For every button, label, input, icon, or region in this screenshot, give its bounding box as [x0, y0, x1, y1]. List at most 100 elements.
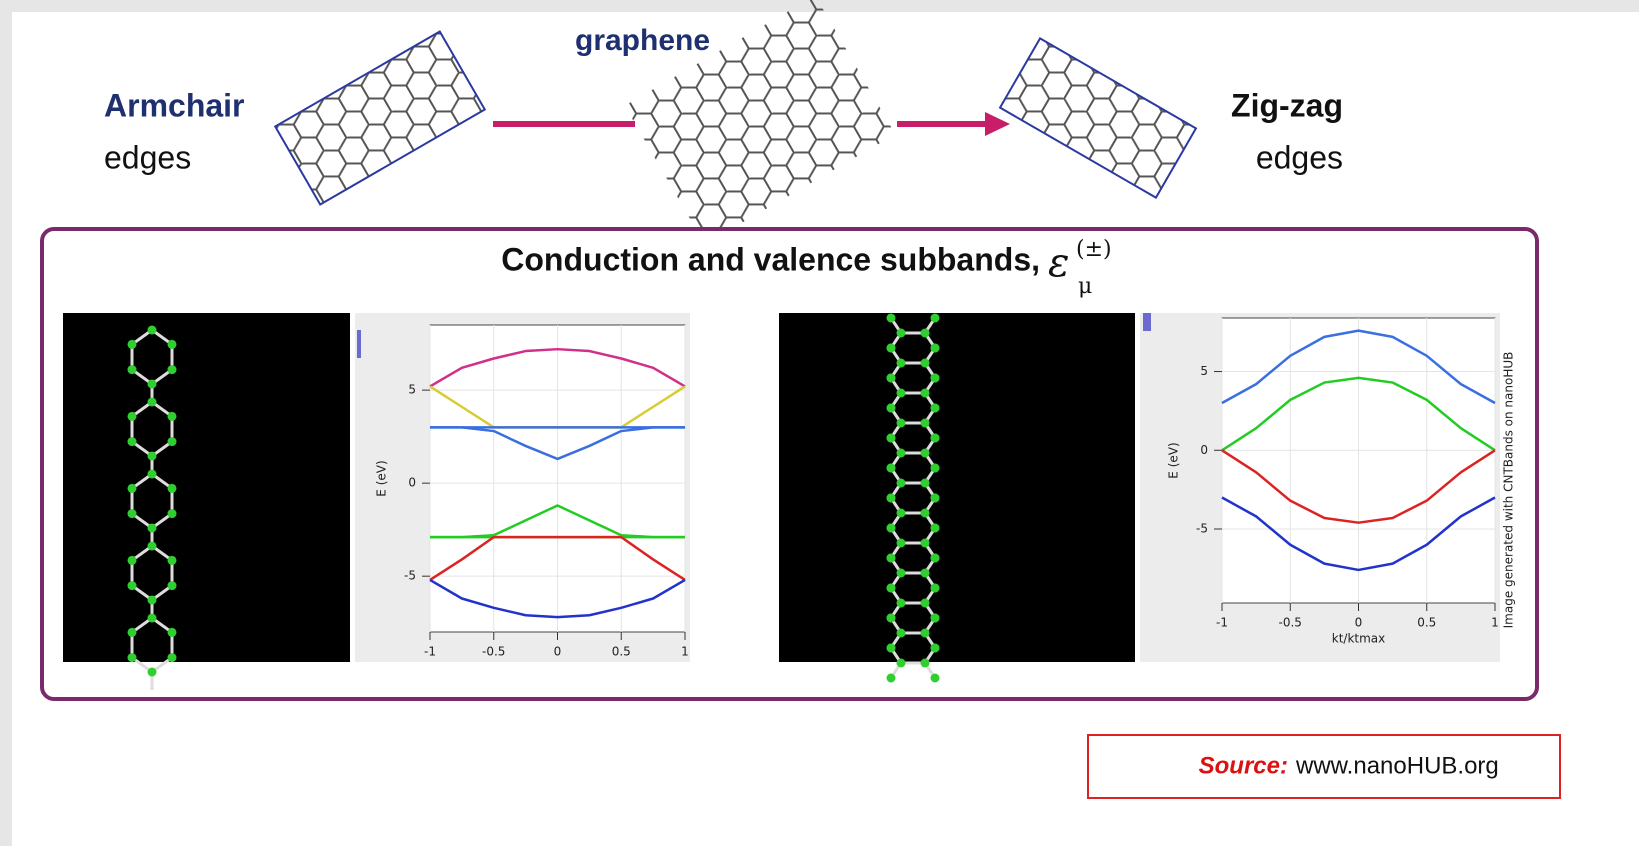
atom	[931, 494, 940, 503]
atom	[897, 629, 906, 638]
atom	[931, 584, 940, 593]
zigzag-sub: edges	[1256, 139, 1343, 175]
atom	[148, 614, 157, 623]
atom	[168, 509, 177, 518]
y-tick-label: -5	[404, 569, 416, 583]
left-band	[0, 0, 12, 846]
atom	[148, 470, 157, 479]
atom	[128, 437, 137, 446]
x-tick-label: -0.5	[1279, 616, 1302, 630]
atom	[897, 569, 906, 578]
atom	[128, 412, 137, 421]
atom	[921, 329, 930, 338]
x-tick-label: 1	[681, 645, 689, 659]
atom	[128, 556, 137, 565]
source-label: Source:	[1199, 752, 1288, 779]
atom	[168, 340, 177, 349]
graphene-label: graphene	[575, 24, 710, 57]
x-tick-label: -1	[424, 645, 436, 659]
atom	[887, 524, 896, 533]
structure-view	[779, 313, 1135, 662]
atom	[931, 524, 940, 533]
atom	[921, 359, 930, 368]
atom	[128, 365, 137, 374]
superscript: (±)	[1076, 237, 1112, 262]
atom	[931, 644, 940, 653]
atom	[168, 628, 177, 637]
atom	[168, 412, 177, 421]
atom	[887, 554, 896, 563]
atom	[148, 524, 157, 533]
atom	[921, 629, 930, 638]
x-tick-label: 0.5	[1417, 616, 1436, 630]
x-tick-label: 0.5	[612, 645, 631, 659]
atom	[921, 449, 930, 458]
panel-title: Conduction and valence subbands,	[501, 241, 1040, 277]
atom	[148, 668, 157, 677]
x-tick-label: 0	[1355, 616, 1363, 630]
atom	[887, 674, 896, 683]
atom	[168, 556, 177, 565]
atom	[168, 437, 177, 446]
x-tick-label: 1	[1491, 616, 1499, 630]
x-axis-label: kt/ktmax	[1332, 632, 1386, 646]
armchair-label: Armchair	[104, 87, 245, 123]
atom	[897, 329, 906, 338]
armchair-sub: edges	[104, 139, 191, 175]
atom	[897, 479, 906, 488]
scroll-marker	[357, 330, 361, 358]
zigzag-label: Zig-zag	[1231, 87, 1343, 123]
symbol: ε	[1048, 240, 1069, 286]
atom	[931, 614, 940, 623]
atom	[931, 554, 940, 563]
atom	[887, 494, 896, 503]
atom	[921, 539, 930, 548]
source-text: www.nanoHUB.org	[1295, 752, 1499, 779]
side-note: Image generated with CNTBands on nanoHUB	[1502, 352, 1516, 629]
atom	[128, 653, 137, 662]
atom	[931, 314, 940, 323]
scroll-marker	[1143, 313, 1151, 331]
atom	[931, 434, 940, 443]
atom	[887, 374, 896, 383]
atom	[887, 464, 896, 473]
atom	[897, 599, 906, 608]
y-tick-label: -5	[1196, 521, 1208, 535]
atom	[128, 340, 137, 349]
atom	[921, 659, 930, 668]
atom	[921, 419, 930, 428]
atom	[128, 581, 137, 590]
atom	[921, 569, 930, 578]
atom	[887, 314, 896, 323]
subscript: μ	[1078, 274, 1092, 299]
atom	[168, 581, 177, 590]
atom	[887, 404, 896, 413]
atom	[931, 374, 940, 383]
y-tick-label: 5	[1200, 364, 1208, 378]
atom	[887, 614, 896, 623]
atom	[887, 584, 896, 593]
atom	[921, 389, 930, 398]
atom	[897, 419, 906, 428]
atom	[931, 464, 940, 473]
slide: Armchair edges graphene Zig-zag edges Co…	[0, 0, 1639, 846]
y-tick-label: 0	[408, 476, 416, 490]
atom	[148, 326, 157, 335]
atom	[148, 542, 157, 551]
structure-view	[63, 313, 350, 662]
atom	[897, 539, 906, 548]
y-axis-label: E (eV)	[375, 460, 389, 496]
atom	[897, 389, 906, 398]
page: {"header": {"armchair_label": "Armchair"…	[0, 0, 1639, 851]
x-tick-label: 0	[554, 645, 562, 659]
atom	[897, 449, 906, 458]
y-tick-label: 5	[408, 383, 416, 397]
atom	[148, 452, 157, 461]
atom	[168, 484, 177, 493]
y-axis-label: E (eV)	[1167, 442, 1181, 478]
atom	[128, 484, 137, 493]
atom	[931, 344, 940, 353]
atom	[931, 404, 940, 413]
atom	[897, 509, 906, 518]
atom	[168, 365, 177, 374]
